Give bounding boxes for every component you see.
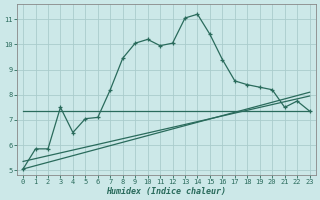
X-axis label: Humidex (Indice chaleur): Humidex (Indice chaleur)	[106, 187, 226, 196]
